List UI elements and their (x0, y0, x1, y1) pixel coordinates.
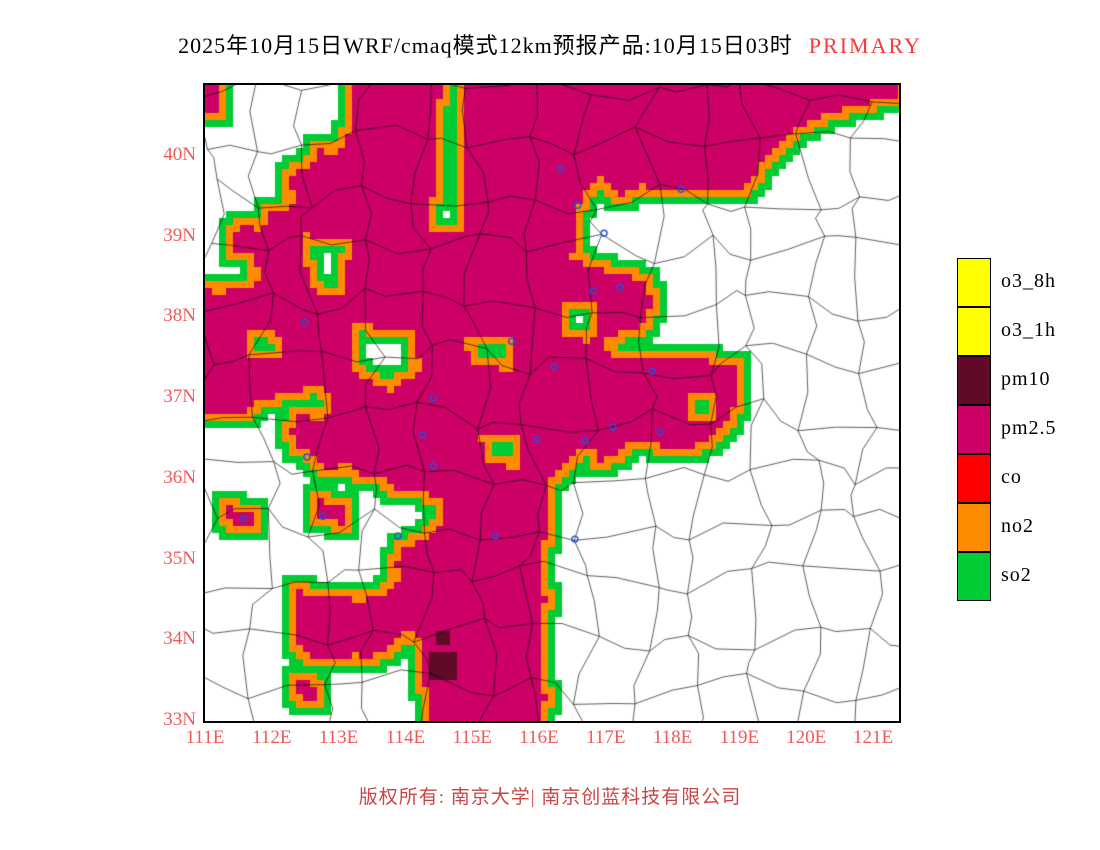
lat-tick-label: 37N (163, 386, 196, 408)
lon-tick-label: 117E (586, 727, 626, 748)
lat-tick-label: 38N (163, 305, 196, 327)
chart-title-text: 2025年10月15日WRF/cmaq模式12km预报产品:10月15日03时 (178, 33, 793, 58)
legend-swatch-pm2.5 (957, 405, 991, 454)
legend-label-o3_8h: o3_8h (1001, 270, 1056, 292)
lat-tick-label: 40N (163, 144, 196, 165)
legend-label-o3_1h: o3_1h (1001, 319, 1056, 341)
legend-label-so2: so2 (1001, 564, 1032, 586)
chart-title-primary-tag: PRIMARY (808, 33, 922, 58)
legend-swatch-pm10 (957, 356, 991, 405)
lon-tick-label: 113E (318, 727, 359, 748)
legend-label-pm10: pm10 (1001, 368, 1051, 390)
footer-text: 版权所有: 南京大学| 南京创蓝科技有限公司 (358, 787, 742, 808)
legend-swatch-no2 (957, 503, 991, 552)
legend-swatch-so2 (957, 552, 991, 601)
lon-tick-label: 111E (185, 727, 225, 748)
footer: 版权所有: 南京大学| 南京创蓝科技有限公司 (0, 782, 1100, 809)
chart-title: 2025年10月15日WRF/cmaq模式12km预报产品:10月15日03时 P… (0, 28, 1100, 60)
legend-swatch-co (957, 454, 991, 503)
lat-tick-label: 35N (163, 547, 196, 569)
lat-tick-label: 33N (163, 708, 196, 730)
lon-tick-label: 119E (719, 727, 760, 748)
lon-tick-label: 116E (519, 727, 559, 748)
legend-label-co: co (1001, 466, 1022, 488)
lat-tick-label: 36N (163, 466, 196, 488)
lon-tick-label: 115E (452, 727, 492, 748)
lon-tick-label: 114E (385, 727, 426, 748)
legend-swatch-o3_8h (957, 258, 991, 307)
lon-tick-label: 112E (252, 727, 292, 748)
lon-tick-label: 120E (786, 727, 827, 748)
lat-tick-label: 39N (163, 224, 196, 246)
lon-tick-label: 121E (852, 727, 894, 748)
map-canvas (205, 85, 899, 721)
map-frame (203, 83, 901, 723)
lat-tick-label: 34N (163, 628, 196, 650)
lon-tick-label: 118E (652, 727, 693, 748)
legend-label-no2: no2 (1001, 515, 1034, 537)
legend-swatch-o3_1h (957, 307, 991, 356)
legend-label-pm2.5: pm2.5 (1001, 417, 1057, 439)
